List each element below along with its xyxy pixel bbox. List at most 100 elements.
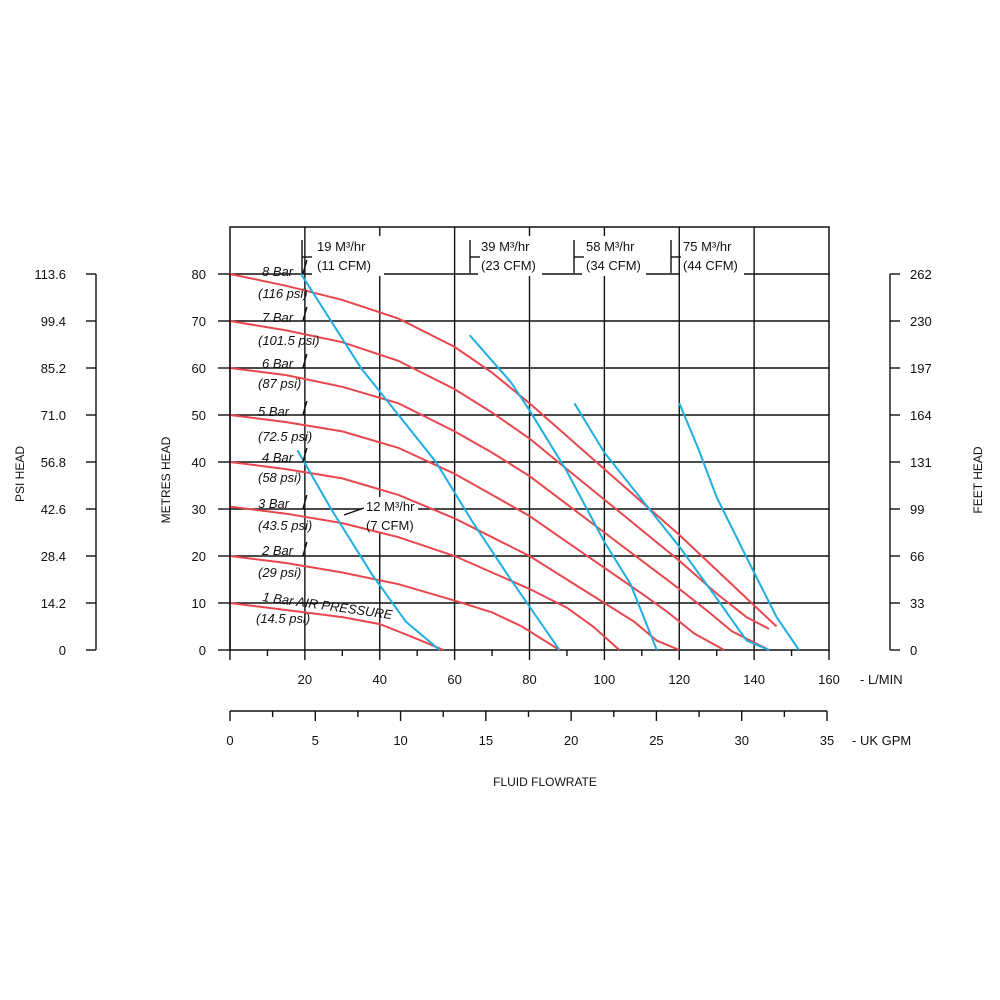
psi-tick-label: 71.0 bbox=[41, 408, 66, 423]
psi-tick-label: 85.2 bbox=[41, 361, 66, 376]
pressure-curve-label: 5 Bar bbox=[258, 404, 290, 419]
air-flow-cfm: (23 CFM) bbox=[481, 258, 536, 273]
label-leader bbox=[302, 541, 308, 557]
gpm-tick-label: 25 bbox=[649, 733, 663, 748]
pressure-curve bbox=[229, 367, 770, 651]
lpm-tick-label: 160 bbox=[818, 672, 840, 687]
psi-tick-label: 0 bbox=[59, 643, 66, 658]
psi-tick-label: 14.2 bbox=[41, 596, 66, 611]
label-mask bbox=[582, 236, 646, 276]
air-flow-label: 58 M³/hr bbox=[586, 239, 635, 254]
metres-tick-label: 50 bbox=[192, 408, 206, 423]
pressure-curve bbox=[229, 505, 621, 651]
label-leader bbox=[302, 259, 308, 275]
metres-tick-label: 0 bbox=[199, 643, 206, 658]
psi-tick-label: 113.6 bbox=[34, 267, 66, 282]
metres-tick-label: 10 bbox=[192, 596, 206, 611]
psi-tick-label: 56.8 bbox=[41, 455, 66, 470]
lpm-tick-label: 140 bbox=[743, 672, 765, 687]
label-leader bbox=[302, 353, 308, 369]
lpm-tick-label: 100 bbox=[594, 672, 616, 687]
air-consumption-curve bbox=[678, 402, 800, 651]
air-flow-label: 19 M³/hr bbox=[317, 239, 366, 254]
air-label-arrow bbox=[343, 507, 365, 516]
metres-tick-label: 70 bbox=[192, 314, 206, 329]
air-consumption-curve bbox=[468, 334, 658, 651]
gpm-tick-label: 20 bbox=[564, 733, 578, 748]
pressure-curve-psi: (58 psi) bbox=[258, 470, 301, 485]
pressure-curve-psi: (72.5 psi) bbox=[258, 429, 312, 444]
lpm-tick-label: 60 bbox=[447, 672, 461, 687]
label-mask bbox=[478, 236, 542, 276]
metres-tick-label: 60 bbox=[192, 361, 206, 376]
pressure-curve-psi: (101.5 psi) bbox=[258, 333, 319, 348]
label-leader bbox=[302, 494, 308, 510]
pressure-curve bbox=[229, 273, 778, 628]
feet-tick-label: 197 bbox=[910, 361, 932, 376]
pressure-curve-label: 2 Bar bbox=[261, 543, 294, 558]
air-flow-label: 39 M³/hr bbox=[481, 239, 530, 254]
lpm-tick-label: 120 bbox=[668, 672, 690, 687]
feet-tick-label: 99 bbox=[910, 502, 924, 517]
psi-tick-label: 42.6 bbox=[41, 502, 66, 517]
label-mask bbox=[362, 497, 418, 533]
feet-tick-label: 131 bbox=[910, 455, 932, 470]
chart-labels: 8 Bar (116 psi) 7 Bar (101.5 psi) 6 Bar (87 p… bbox=[256, 239, 738, 626]
lpm-tick-label: 20 bbox=[298, 672, 312, 687]
label-mask bbox=[312, 236, 384, 276]
feet-tick-label: 164 bbox=[910, 408, 932, 423]
psi-tick-label: 28.4 bbox=[41, 549, 66, 564]
gpm-unit: - UK GPM bbox=[852, 733, 911, 748]
air-consumption-curve bbox=[296, 449, 441, 651]
gpm-tick-label: 30 bbox=[734, 733, 748, 748]
pressure-curve bbox=[229, 414, 725, 651]
pressure-curve-psi: (116 psi) bbox=[258, 286, 308, 301]
pressure-curve bbox=[229, 461, 680, 651]
label-leader bbox=[302, 306, 308, 322]
metres-tick-label: 40 bbox=[192, 455, 206, 470]
feet-axis-title: FEET HEAD bbox=[971, 446, 985, 513]
pressure-curve bbox=[229, 555, 561, 651]
gpm-tick-label: 15 bbox=[479, 733, 493, 748]
lpm-unit: - L/MIN bbox=[860, 672, 903, 687]
psi-axis-title: PSI HEAD bbox=[13, 446, 27, 502]
feet-tick-label: 0 bbox=[910, 643, 917, 658]
feet-tick-label: 262 bbox=[910, 267, 932, 282]
air-flow-label: 12 M³/hr bbox=[366, 499, 415, 514]
pressure-curve-label: 8 Bar bbox=[262, 264, 294, 279]
pressure-curve-label: 6 Bar bbox=[262, 356, 294, 371]
air-consumption-curve bbox=[573, 402, 770, 651]
air-flow-cfm: (11 CFM) bbox=[317, 258, 371, 273]
label-mask bbox=[680, 236, 744, 276]
pressure-curve-psi: (29 psi) bbox=[258, 565, 301, 580]
air-flow-cfm: (34 CFM) bbox=[586, 258, 641, 273]
feet-tick-label: 230 bbox=[910, 314, 932, 329]
feet-tick-label: 66 bbox=[910, 549, 924, 564]
air-flow-cfm: (7 CFM) bbox=[366, 518, 414, 533]
pressure-curve bbox=[229, 602, 444, 651]
pressure-curve-label: 3 Bar bbox=[258, 496, 290, 511]
chart-curves bbox=[229, 273, 800, 651]
psi-tick-label: 99.4 bbox=[41, 314, 66, 329]
gpm-tick-label: 5 bbox=[312, 733, 319, 748]
lpm-tick-label: 40 bbox=[373, 672, 387, 687]
gpm-tick-label: 35 bbox=[820, 733, 834, 748]
metres-tick-label: 30 bbox=[192, 502, 206, 517]
metres-tick-label: 20 bbox=[192, 549, 206, 564]
air-flow-cfm: (44 CFM) bbox=[683, 258, 738, 273]
pressure-curve-psi: (43.5 psi) bbox=[258, 518, 312, 533]
pressure-curve-psi: (14.5 psi) bbox=[256, 611, 310, 626]
x-axis-title: FLUID FLOWRATE bbox=[493, 775, 597, 789]
pressure-curve-psi: (87 psi) bbox=[258, 376, 301, 391]
air-consumption-curve bbox=[300, 273, 561, 651]
label-leader bbox=[302, 447, 308, 463]
pressure-curve-label: 4 Bar bbox=[262, 450, 294, 465]
feet-tick-label: 33 bbox=[910, 596, 924, 611]
gpm-tick-label: 0 bbox=[226, 733, 233, 748]
lpm-tick-label: 80 bbox=[522, 672, 536, 687]
air-flow-label: 75 M³/hr bbox=[683, 239, 732, 254]
metres-tick-label: 80 bbox=[192, 267, 206, 282]
gpm-tick-label: 10 bbox=[393, 733, 407, 748]
